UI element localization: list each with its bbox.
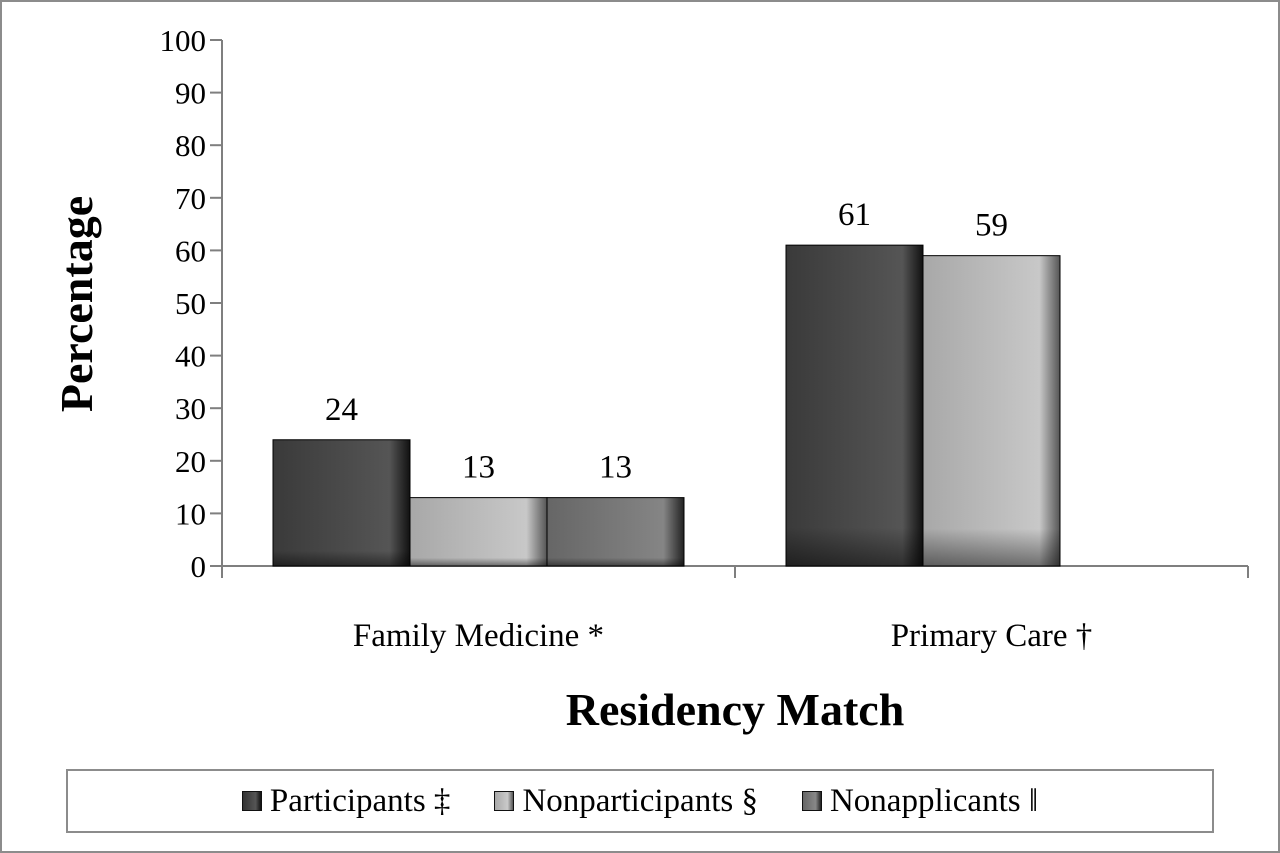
- bar-nonapplicants-1-shade: [547, 497, 684, 566]
- data-label: 13: [599, 450, 632, 486]
- y-tick-label: 60: [175, 233, 206, 268]
- data-label: 61: [838, 197, 871, 233]
- legend-label: Participants ‡: [269, 782, 451, 819]
- legend: Participants ‡ Nonparticipants § Nonapplic…: [66, 769, 1214, 833]
- bar-participants-2-shade: [786, 245, 923, 566]
- y-tick-label: 50: [175, 286, 206, 321]
- legend-item: Nonparticipants §: [494, 783, 758, 820]
- legend-label: Nonapplicants ‖: [829, 782, 1039, 819]
- data-label: 13: [462, 450, 495, 486]
- y-tick-label: 80: [175, 128, 206, 163]
- legend-label: Nonparticipants §: [522, 782, 758, 819]
- data-labels: 24 13 13 61 59: [325, 197, 1008, 485]
- bar-nonparticipants-2-shade: [923, 255, 1060, 566]
- y-axis: 0 10 20 30 40 50 60 70 80 90 100: [160, 23, 223, 584]
- legend-item: Nonapplicants ‖: [801, 782, 1039, 820]
- y-axis-title: Percentage: [51, 196, 102, 412]
- category-label: Family Medicine *: [353, 618, 604, 654]
- bars: [272, 244, 1061, 567]
- data-label: 24: [325, 392, 358, 428]
- data-label: 59: [975, 208, 1008, 244]
- bar-nonparticipants-1-shade: [410, 497, 547, 566]
- legend-item: Participants ‡: [241, 782, 451, 820]
- category-labels: Family Medicine * Primary Care †: [353, 618, 1092, 654]
- y-tick-label: 10: [175, 496, 206, 531]
- y-tick-label: 100: [160, 23, 207, 58]
- legend-swatch: [801, 791, 822, 811]
- legend-swatch: [494, 791, 515, 811]
- category-label: Primary Care †: [891, 618, 1093, 654]
- y-tick-label: 90: [175, 76, 206, 111]
- y-tick-label: 20: [175, 444, 206, 479]
- y-tick-label: 0: [191, 549, 207, 584]
- legend-swatch: [241, 791, 262, 811]
- x-axis-title: Residency Match: [566, 684, 905, 735]
- bar-chart: Percentage Residency Match 0 10 20 30 40 50 60…: [51, 23, 1249, 735]
- y-tick-label: 30: [175, 391, 206, 426]
- y-tick-label: 40: [175, 339, 206, 374]
- y-tick-label: 70: [175, 181, 206, 216]
- bar-participants-1-shade: [273, 439, 410, 566]
- x-axis: [221, 565, 1249, 578]
